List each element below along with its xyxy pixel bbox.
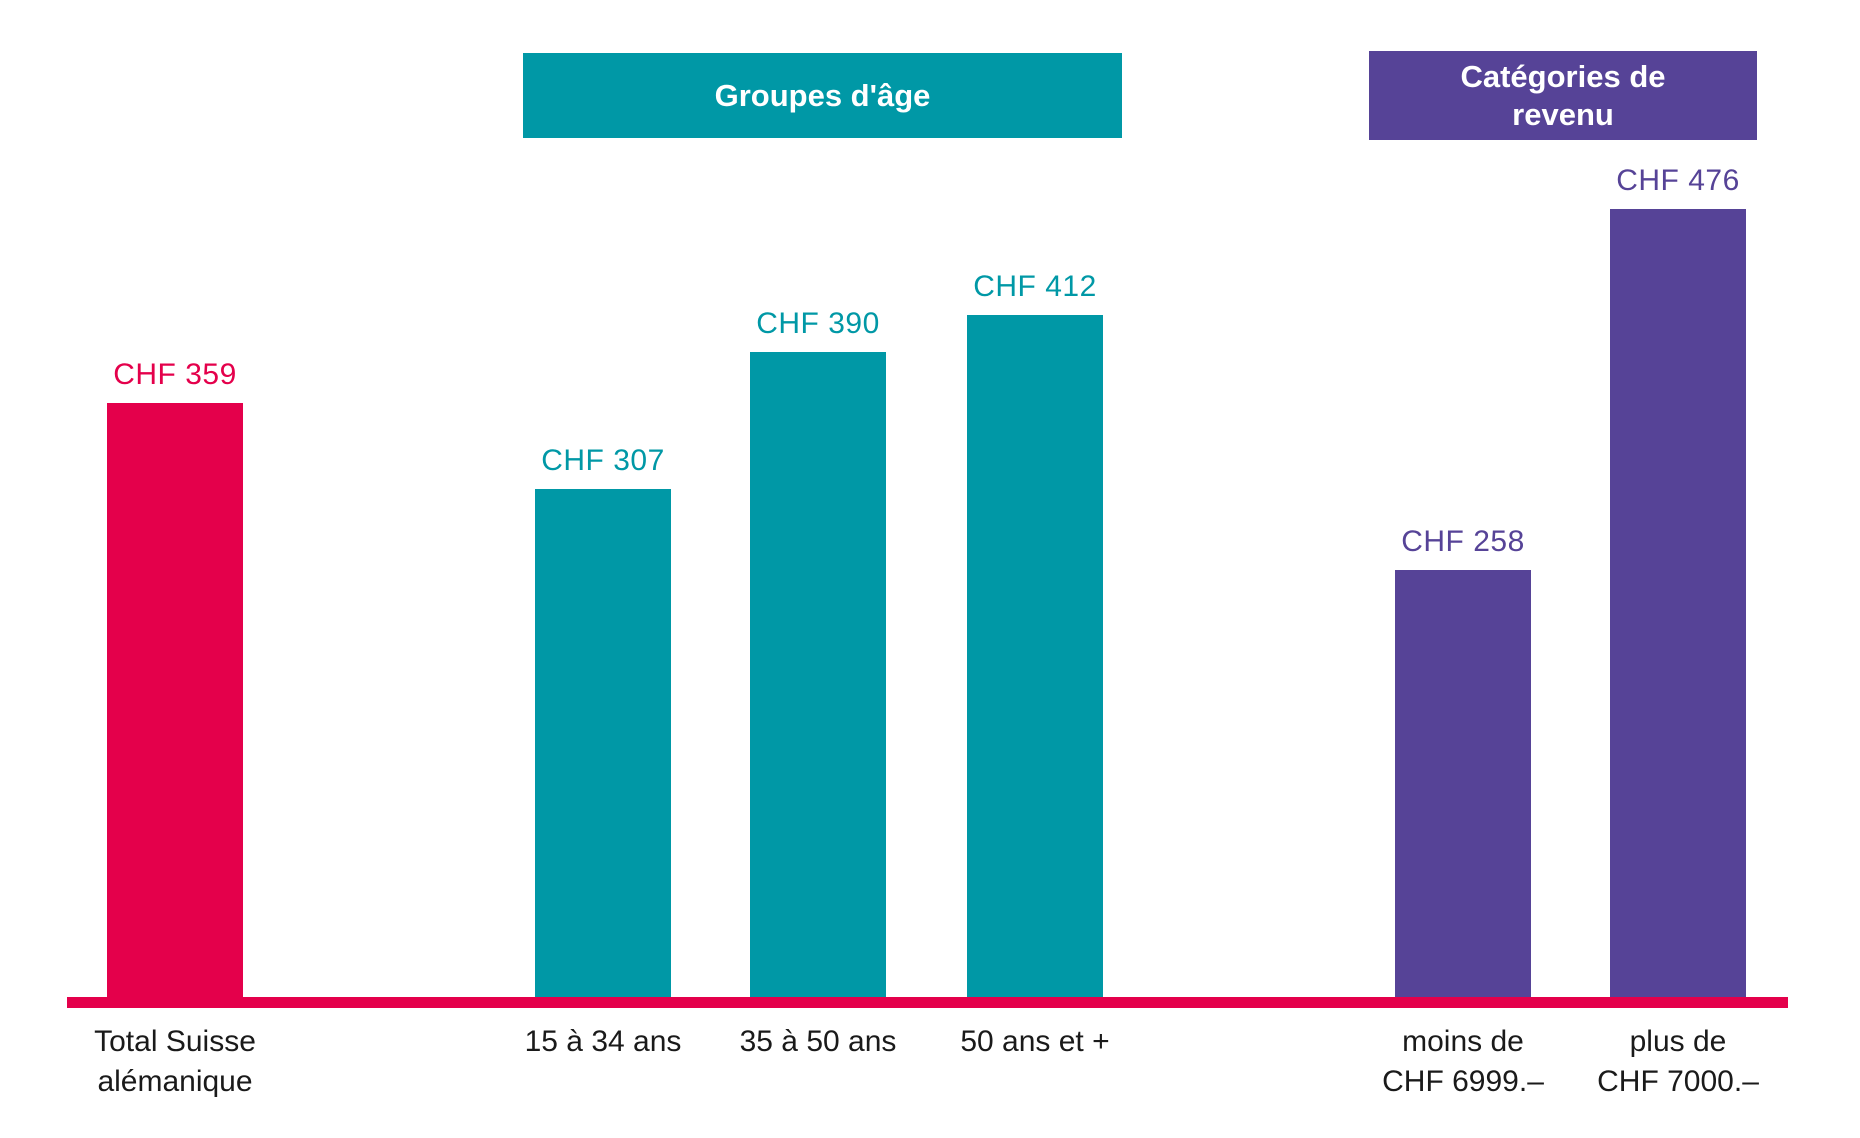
income-categories-header-line1: Catégories de: [1460, 58, 1666, 94]
bar-age-1: [750, 352, 886, 997]
age-groups-header-label: Groupes d'âge: [714, 77, 931, 113]
value-label-age-2: CHF 412: [973, 270, 1097, 303]
value-label-age-0: CHF 307: [541, 444, 665, 477]
category-label-total-0: Total Suisse alémanique: [94, 1025, 256, 1098]
value-label-total-0: CHF 359: [113, 358, 237, 391]
value-label-income-1: CHF 476: [1616, 164, 1740, 197]
bar-income-1: [1610, 209, 1746, 997]
income-categories-header-line2: revenu: [1512, 96, 1614, 132]
x-axis-baseline: [67, 997, 1788, 1008]
bar-age-0: [535, 489, 671, 997]
value-label-income-0: CHF 258: [1401, 525, 1525, 558]
category-label-age-1: 35 à 50 ans: [739, 1025, 897, 1058]
category-label-age-0: 15 à 34 ans: [524, 1025, 682, 1058]
category-label-age-2: 50 ans et +: [960, 1025, 1110, 1058]
income-categories-header: Catégories de revenu: [1369, 51, 1757, 140]
bar-total-0: [107, 403, 243, 997]
value-label-age-1: CHF 390: [756, 307, 880, 340]
bar-age-2: [967, 315, 1103, 997]
bar-income-0: [1395, 570, 1531, 997]
category-label-income-1: plus de CHF 7000.–: [1597, 1025, 1759, 1098]
age-groups-header: Groupes d'âge: [523, 53, 1122, 138]
category-label-income-0: moins de CHF 6999.–: [1382, 1025, 1544, 1098]
